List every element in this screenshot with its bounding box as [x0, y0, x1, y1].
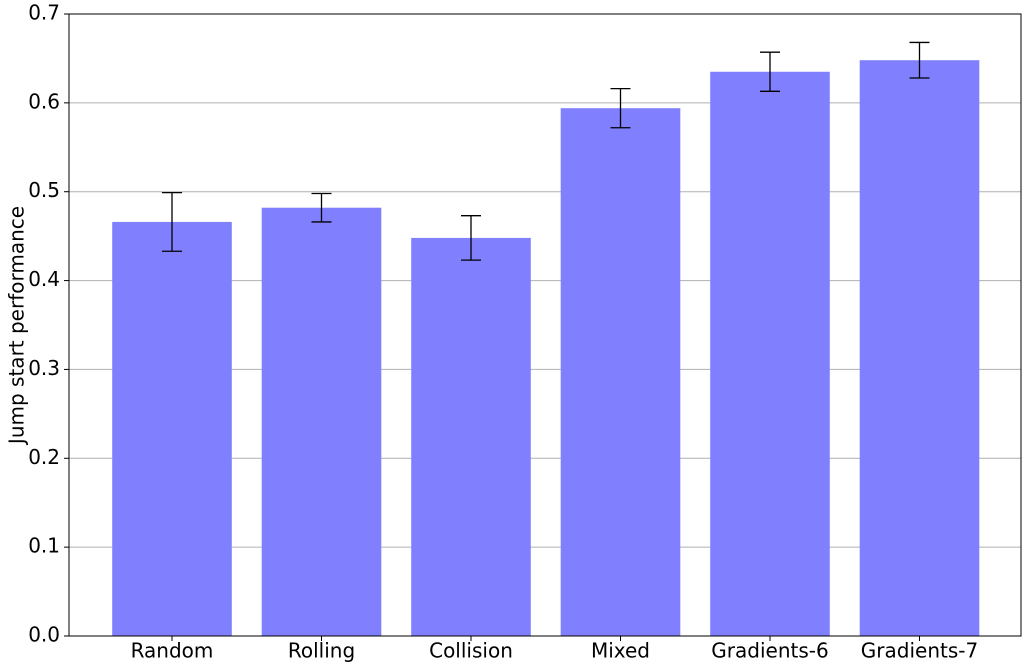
y-axis-label: Jump start performance [5, 206, 29, 446]
bar [261, 207, 382, 637]
x-tick-label: Gradients-6 [711, 639, 828, 663]
y-tick-label: 0.0 [28, 623, 60, 647]
error-bar [760, 51, 780, 92]
x-tick-label: Gradients-7 [861, 639, 978, 663]
y-tick-label: 0.5 [28, 178, 60, 202]
plot-frame [68, 13, 1022, 637]
error-bar [610, 87, 631, 129]
y-tick-label: 0.7 [28, 1, 60, 25]
bar [560, 108, 681, 636]
error-bar [162, 191, 182, 252]
error-bar [909, 41, 930, 79]
x-tick-label: Rolling [288, 639, 355, 663]
y-tick-label: 0.6 [28, 89, 60, 113]
x-tick-label: Collision [429, 639, 513, 663]
bar [710, 71, 830, 636]
error-bar [311, 192, 332, 223]
bar [859, 60, 980, 637]
error-bar [461, 215, 481, 261]
x-tick-label: Random [131, 639, 214, 663]
y-tick-label: 0.4 [28, 267, 60, 291]
y-tick-label: 0.1 [28, 534, 60, 558]
bar [411, 237, 531, 637]
y-tick-label: 0.3 [28, 356, 60, 380]
x-tick-label: Mixed [591, 639, 650, 663]
y-tick-label: 0.2 [28, 445, 60, 469]
bar [112, 221, 232, 636]
